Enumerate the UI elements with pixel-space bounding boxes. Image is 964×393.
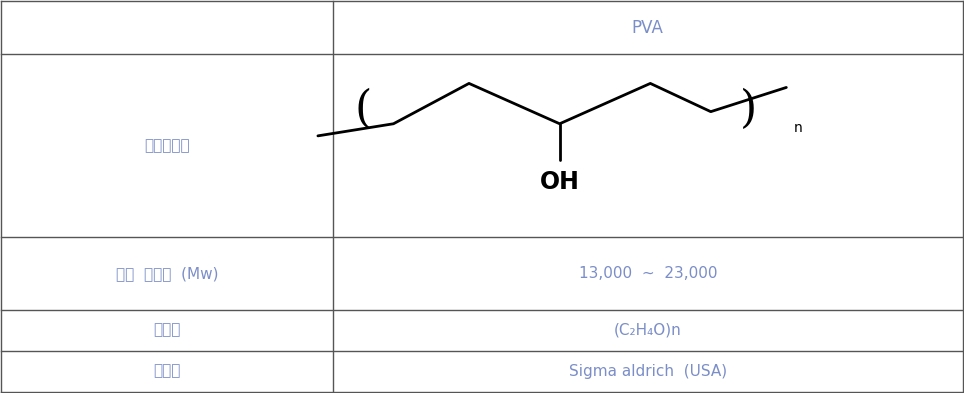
Text: (C₂H₄O)n: (C₂H₄O)n (614, 323, 682, 338)
Text: 평균  분자량  (Mw): 평균 분자량 (Mw) (116, 266, 219, 281)
Text: (: ( (355, 88, 372, 131)
Text: n: n (794, 121, 803, 135)
Text: 분자식: 분자식 (153, 323, 181, 338)
Text: 제조사: 제조사 (153, 364, 181, 378)
Text: ): ) (740, 88, 757, 131)
Text: Sigma aldrich  (USA): Sigma aldrich (USA) (569, 364, 727, 378)
Text: OH: OH (540, 170, 579, 194)
Text: 13,000  ~  23,000: 13,000 ~ 23,000 (578, 266, 717, 281)
Text: PVA: PVA (631, 19, 664, 37)
Text: 화학구조식: 화학구조식 (145, 138, 190, 153)
